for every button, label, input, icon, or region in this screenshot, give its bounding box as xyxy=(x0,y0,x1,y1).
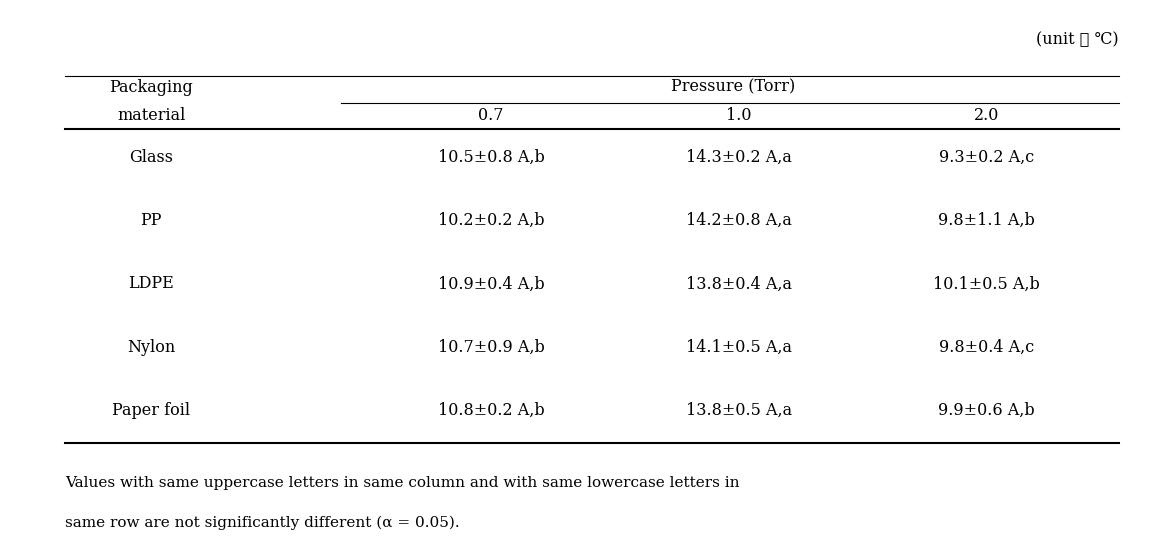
Text: 9.9±0.6 A,b: 9.9±0.6 A,b xyxy=(938,402,1035,419)
Text: 14.3±0.2 A,a: 14.3±0.2 A,a xyxy=(686,148,791,166)
Text: 10.2±0.2 A,b: 10.2±0.2 A,b xyxy=(438,212,544,229)
Text: Nylon: Nylon xyxy=(127,339,176,356)
Text: LDPE: LDPE xyxy=(128,275,174,293)
Text: same row are not significantly different (α = 0.05).: same row are not significantly different… xyxy=(65,515,460,530)
Text: 2.0: 2.0 xyxy=(974,107,999,124)
Text: Packaging: Packaging xyxy=(110,79,193,96)
Text: Values with same uppercase letters in same column and with same lowercase letter: Values with same uppercase letters in sa… xyxy=(65,476,739,490)
Text: Pressure (Torr): Pressure (Torr) xyxy=(671,79,795,96)
Text: Paper foil: Paper foil xyxy=(112,402,191,419)
Text: 10.1±0.5 A,b: 10.1±0.5 A,b xyxy=(933,275,1040,293)
Text: 1.0: 1.0 xyxy=(726,107,752,124)
Text: 10.7±0.9 A,b: 10.7±0.9 A,b xyxy=(438,339,544,356)
Text: 14.1±0.5 A,a: 14.1±0.5 A,a xyxy=(686,339,792,356)
Text: 13.8±0.4 A,a: 13.8±0.4 A,a xyxy=(686,275,792,293)
Text: PP: PP xyxy=(141,212,162,229)
Text: 13.8±0.5 A,a: 13.8±0.5 A,a xyxy=(686,402,792,419)
Text: 0.7: 0.7 xyxy=(478,107,504,124)
Text: 9.3±0.2 A,c: 9.3±0.2 A,c xyxy=(939,148,1034,166)
Text: 10.9±0.4 A,b: 10.9±0.4 A,b xyxy=(438,275,544,293)
Text: material: material xyxy=(117,107,185,124)
Text: 10.5±0.8 A,b: 10.5±0.8 A,b xyxy=(438,148,544,166)
Text: 9.8±0.4 A,c: 9.8±0.4 A,c xyxy=(939,339,1034,356)
Text: 9.8±1.1 A,b: 9.8±1.1 A,b xyxy=(938,212,1035,229)
Text: 14.2±0.8 A,a: 14.2±0.8 A,a xyxy=(686,212,791,229)
Text: Glass: Glass xyxy=(129,148,173,166)
Text: 10.8±0.2 A,b: 10.8±0.2 A,b xyxy=(438,402,544,419)
Text: (unit ： ℃): (unit ： ℃) xyxy=(1036,31,1119,48)
